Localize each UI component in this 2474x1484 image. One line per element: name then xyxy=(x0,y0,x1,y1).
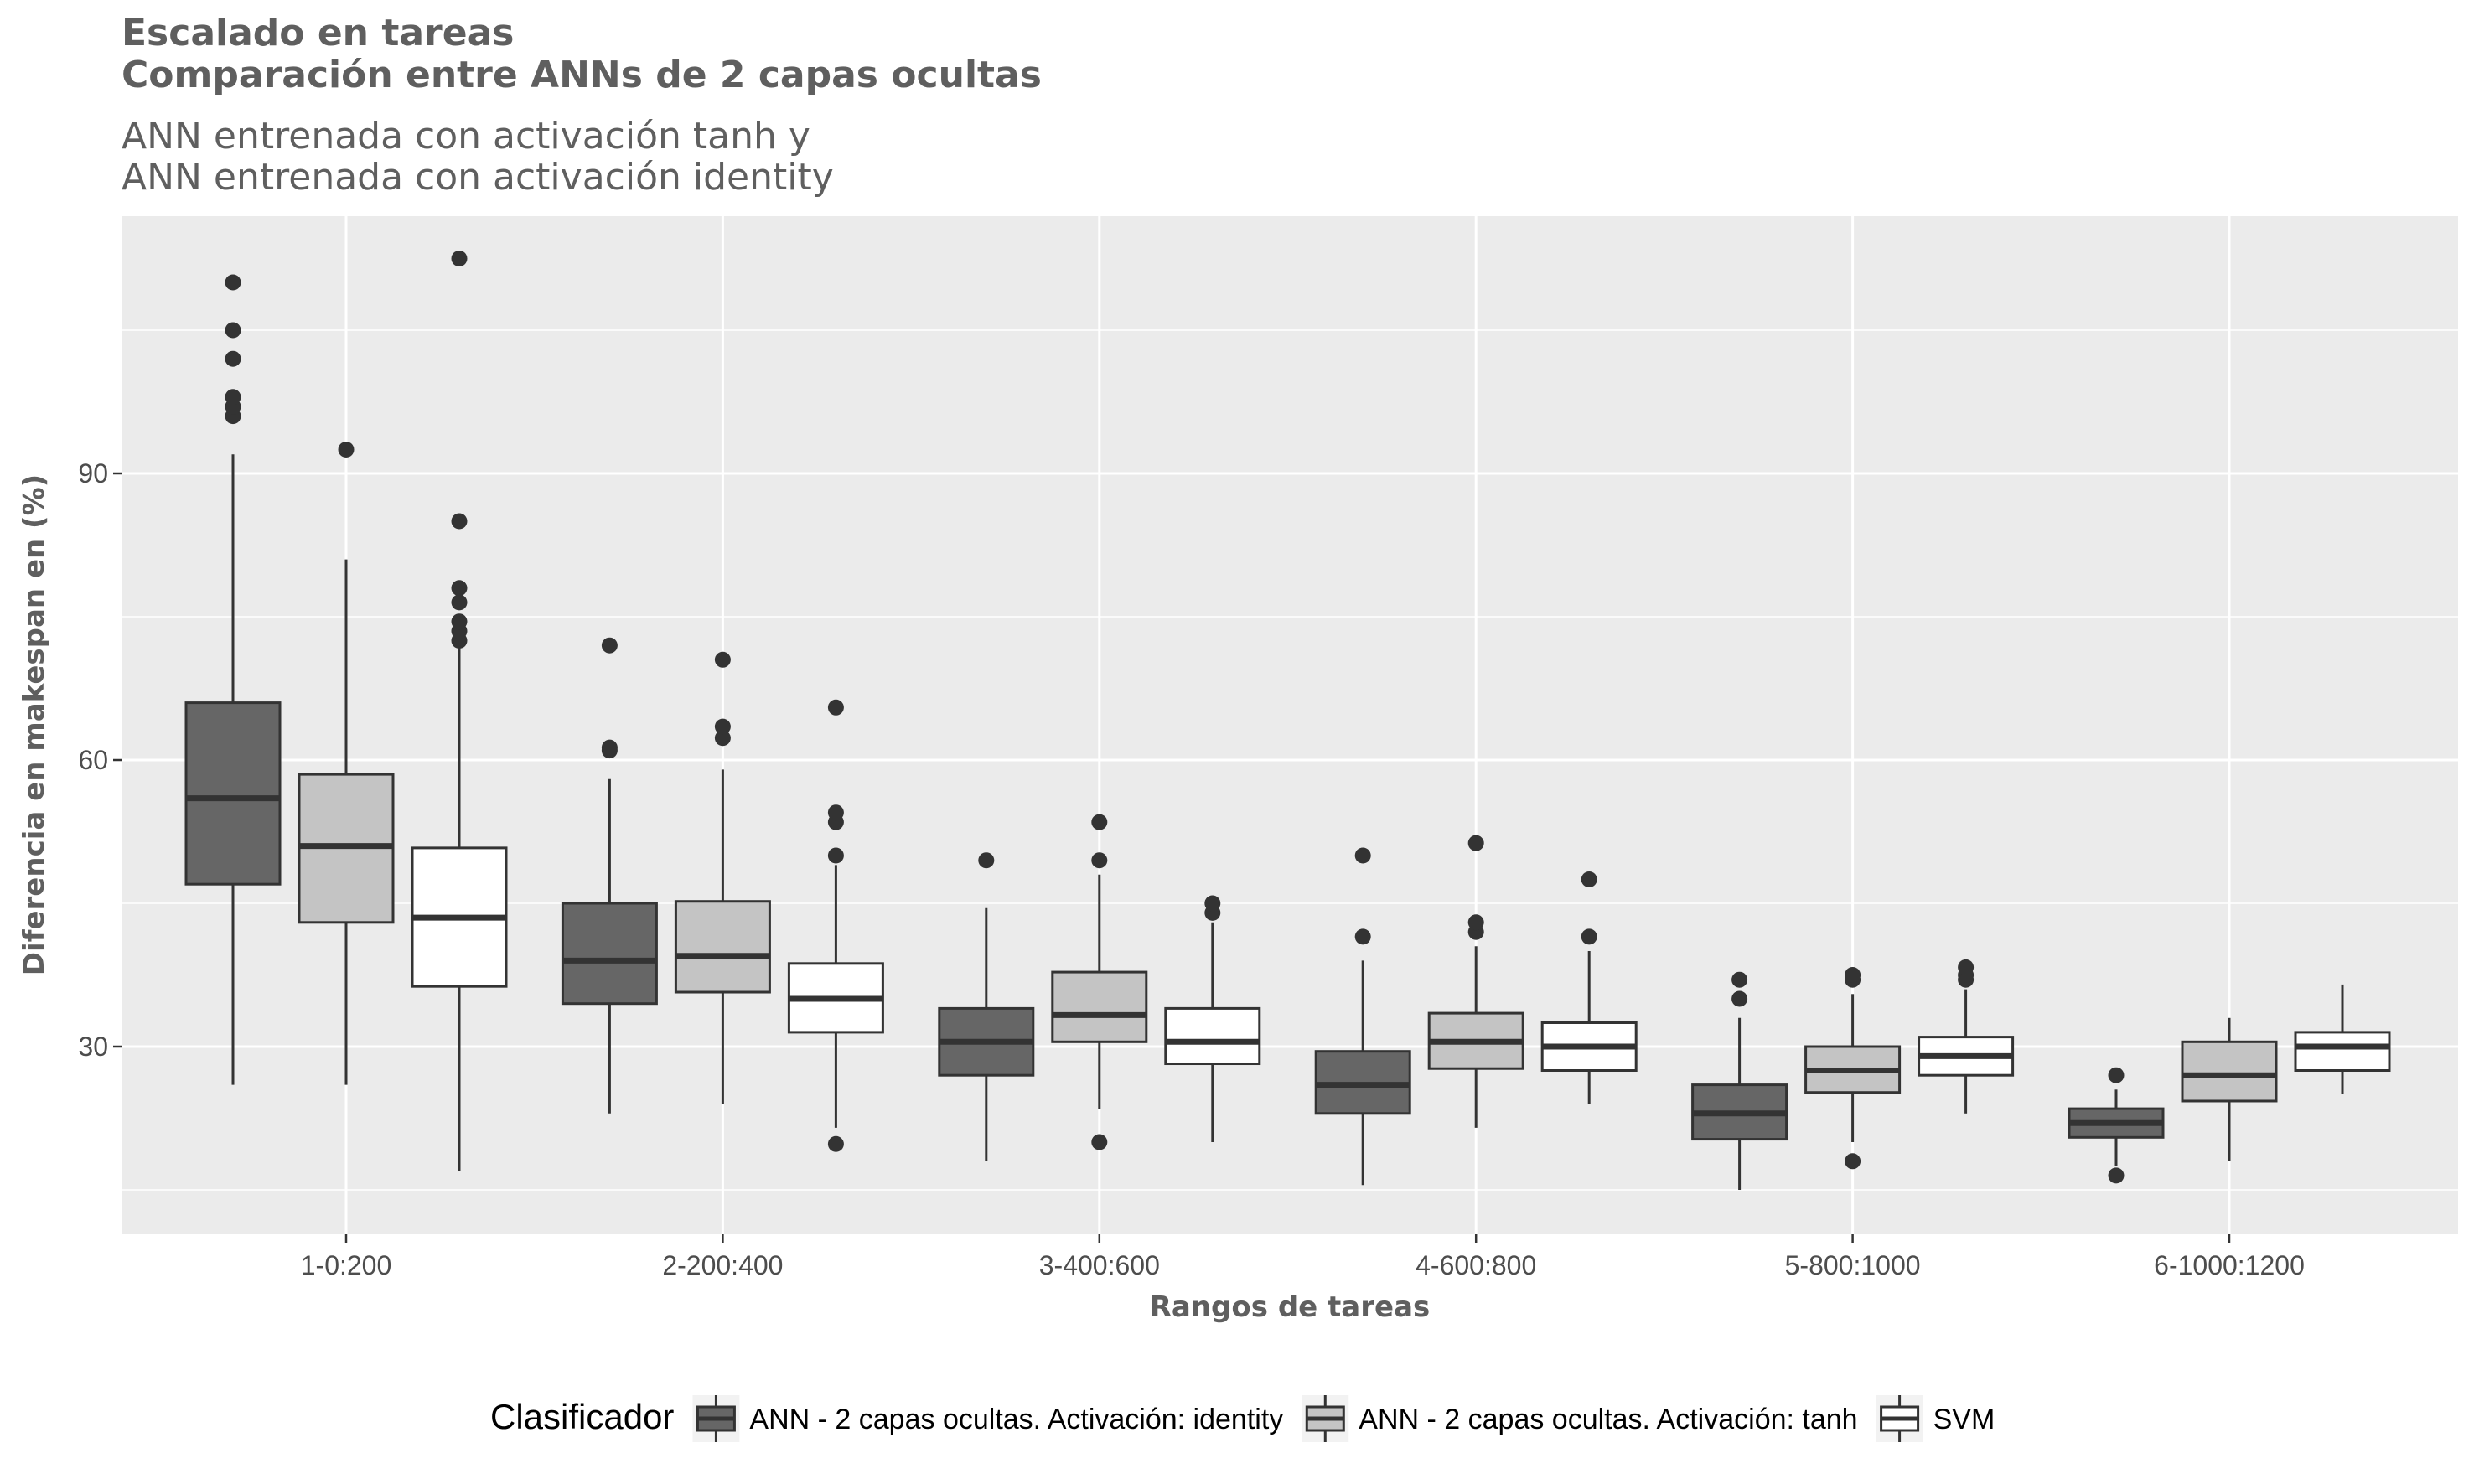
boxplot xyxy=(561,637,658,1114)
y-axis-title: Diferencia en makespan en (%) xyxy=(18,474,51,975)
outlier-point xyxy=(2108,1167,2125,1184)
outlier-point xyxy=(1091,1134,1108,1150)
boxplot xyxy=(787,699,884,1152)
outlier-point xyxy=(1581,871,1597,887)
legend-item: ANN - 2 capas ocultas. Activación: ident… xyxy=(692,1395,1283,1442)
chart-title: Escalado en tareas xyxy=(122,12,514,54)
chart-subtitle-line2: ANN entrenada con activación identity xyxy=(122,156,834,199)
outlier-point xyxy=(225,322,241,339)
outlier-point xyxy=(827,804,844,821)
boxplot xyxy=(1427,835,1524,1128)
y-tick-label: 90 xyxy=(78,458,108,489)
outlier-point xyxy=(714,718,731,735)
x-axis-title: Rangos de tareas xyxy=(1150,1290,1431,1324)
outlier-point xyxy=(601,739,618,756)
boxplot xyxy=(2068,1067,2165,1184)
boxplot xyxy=(1918,959,2015,1114)
outlier-point xyxy=(601,637,618,654)
box xyxy=(2294,1031,2391,1073)
outlier-point xyxy=(827,699,844,716)
outlier-point xyxy=(1958,959,1975,975)
x-tick-label: 1-0:200 xyxy=(301,1250,392,1280)
outlier-point xyxy=(1731,990,1748,1007)
legend-item: SVM xyxy=(1876,1395,1995,1442)
boxplots xyxy=(184,251,2391,1190)
boxplot xyxy=(1051,814,1148,1150)
x-tick-label: 5-800:1000 xyxy=(1785,1250,1921,1280)
y-tick-label: 30 xyxy=(78,1032,108,1062)
outlier-point xyxy=(827,847,844,864)
boxplot xyxy=(938,852,1035,1161)
outlier-point xyxy=(225,389,241,406)
outlier-point xyxy=(338,442,355,458)
legend-items: ANN - 2 capas ocultas. Activación: ident… xyxy=(692,1395,1995,1442)
plot-panel xyxy=(122,216,2458,1234)
boxplot xyxy=(674,651,771,1104)
outlier-point xyxy=(978,852,995,869)
boxplot xyxy=(298,442,395,1085)
box xyxy=(1164,1006,1261,1066)
outlier-point xyxy=(451,513,468,530)
outlier-point xyxy=(1467,914,1484,931)
outlier-point xyxy=(714,651,731,668)
outlier-point xyxy=(827,1135,844,1152)
outlier-point xyxy=(451,251,468,266)
outlier-point xyxy=(1354,847,1371,864)
legend-item: ANN - 2 capas ocultas. Activación: tanh xyxy=(1302,1395,1858,1442)
x-tick-label: 3-400:600 xyxy=(1039,1250,1160,1280)
box xyxy=(2181,1040,2278,1103)
outlier-point xyxy=(1581,928,1597,945)
boxplot xyxy=(411,251,508,1171)
box xyxy=(184,701,282,886)
legend-title: Clasificador xyxy=(490,1397,674,1436)
outlier-point xyxy=(1204,895,1221,912)
box xyxy=(1051,970,1148,1043)
chart-title-line2: Comparación entre ANNs de 2 capas oculta… xyxy=(122,54,1042,96)
boxplot xyxy=(1540,871,1638,1104)
outlier-point xyxy=(1845,967,1861,983)
boxplot xyxy=(1804,967,1902,1170)
outlier-point xyxy=(1354,928,1371,945)
outlier-point xyxy=(451,580,468,597)
outlier-point xyxy=(225,274,241,291)
outlier-point xyxy=(1467,835,1484,851)
outlier-point xyxy=(451,594,468,611)
outlier-point xyxy=(225,350,241,367)
outlier-point xyxy=(1091,852,1108,869)
legend-label: ANN - 2 capas ocultas. Activación: ident… xyxy=(749,1404,1283,1435)
legend: Clasificador ANN - 2 capas ocultas. Acti… xyxy=(490,1395,1995,1442)
x-tick-label: 4-600:800 xyxy=(1416,1250,1536,1280)
outlier-point xyxy=(2108,1067,2125,1083)
legend-label: ANN - 2 capas ocultas. Activación: tanh xyxy=(1359,1404,1857,1435)
boxplot xyxy=(2181,1017,2278,1161)
y-tick-label: 60 xyxy=(78,745,108,775)
boxplot xyxy=(1314,847,1411,1186)
boxplot xyxy=(184,274,282,1085)
box xyxy=(561,902,658,1006)
boxplot xyxy=(2294,984,2391,1094)
legend-label: SVM xyxy=(1933,1404,1995,1435)
outlier-point xyxy=(1091,814,1108,830)
outlier-point xyxy=(451,613,468,630)
chart-subtitle: ANN entrenada con activación tanh y xyxy=(122,115,810,158)
outlier-point xyxy=(1731,971,1748,988)
box xyxy=(674,900,771,994)
x-tick-label: 6-1000:1200 xyxy=(2154,1250,2305,1280)
axis-ticks: 30 60 90 1-0:200 2-200:400 3-400:600 4-600:800… xyxy=(78,458,2304,1280)
outlier-point xyxy=(714,730,731,747)
outlier-point xyxy=(1845,1153,1861,1170)
boxplot xyxy=(1691,971,1788,1190)
boxplot xyxy=(1164,895,1261,1142)
x-tick-label: 2-200:400 xyxy=(662,1250,783,1280)
